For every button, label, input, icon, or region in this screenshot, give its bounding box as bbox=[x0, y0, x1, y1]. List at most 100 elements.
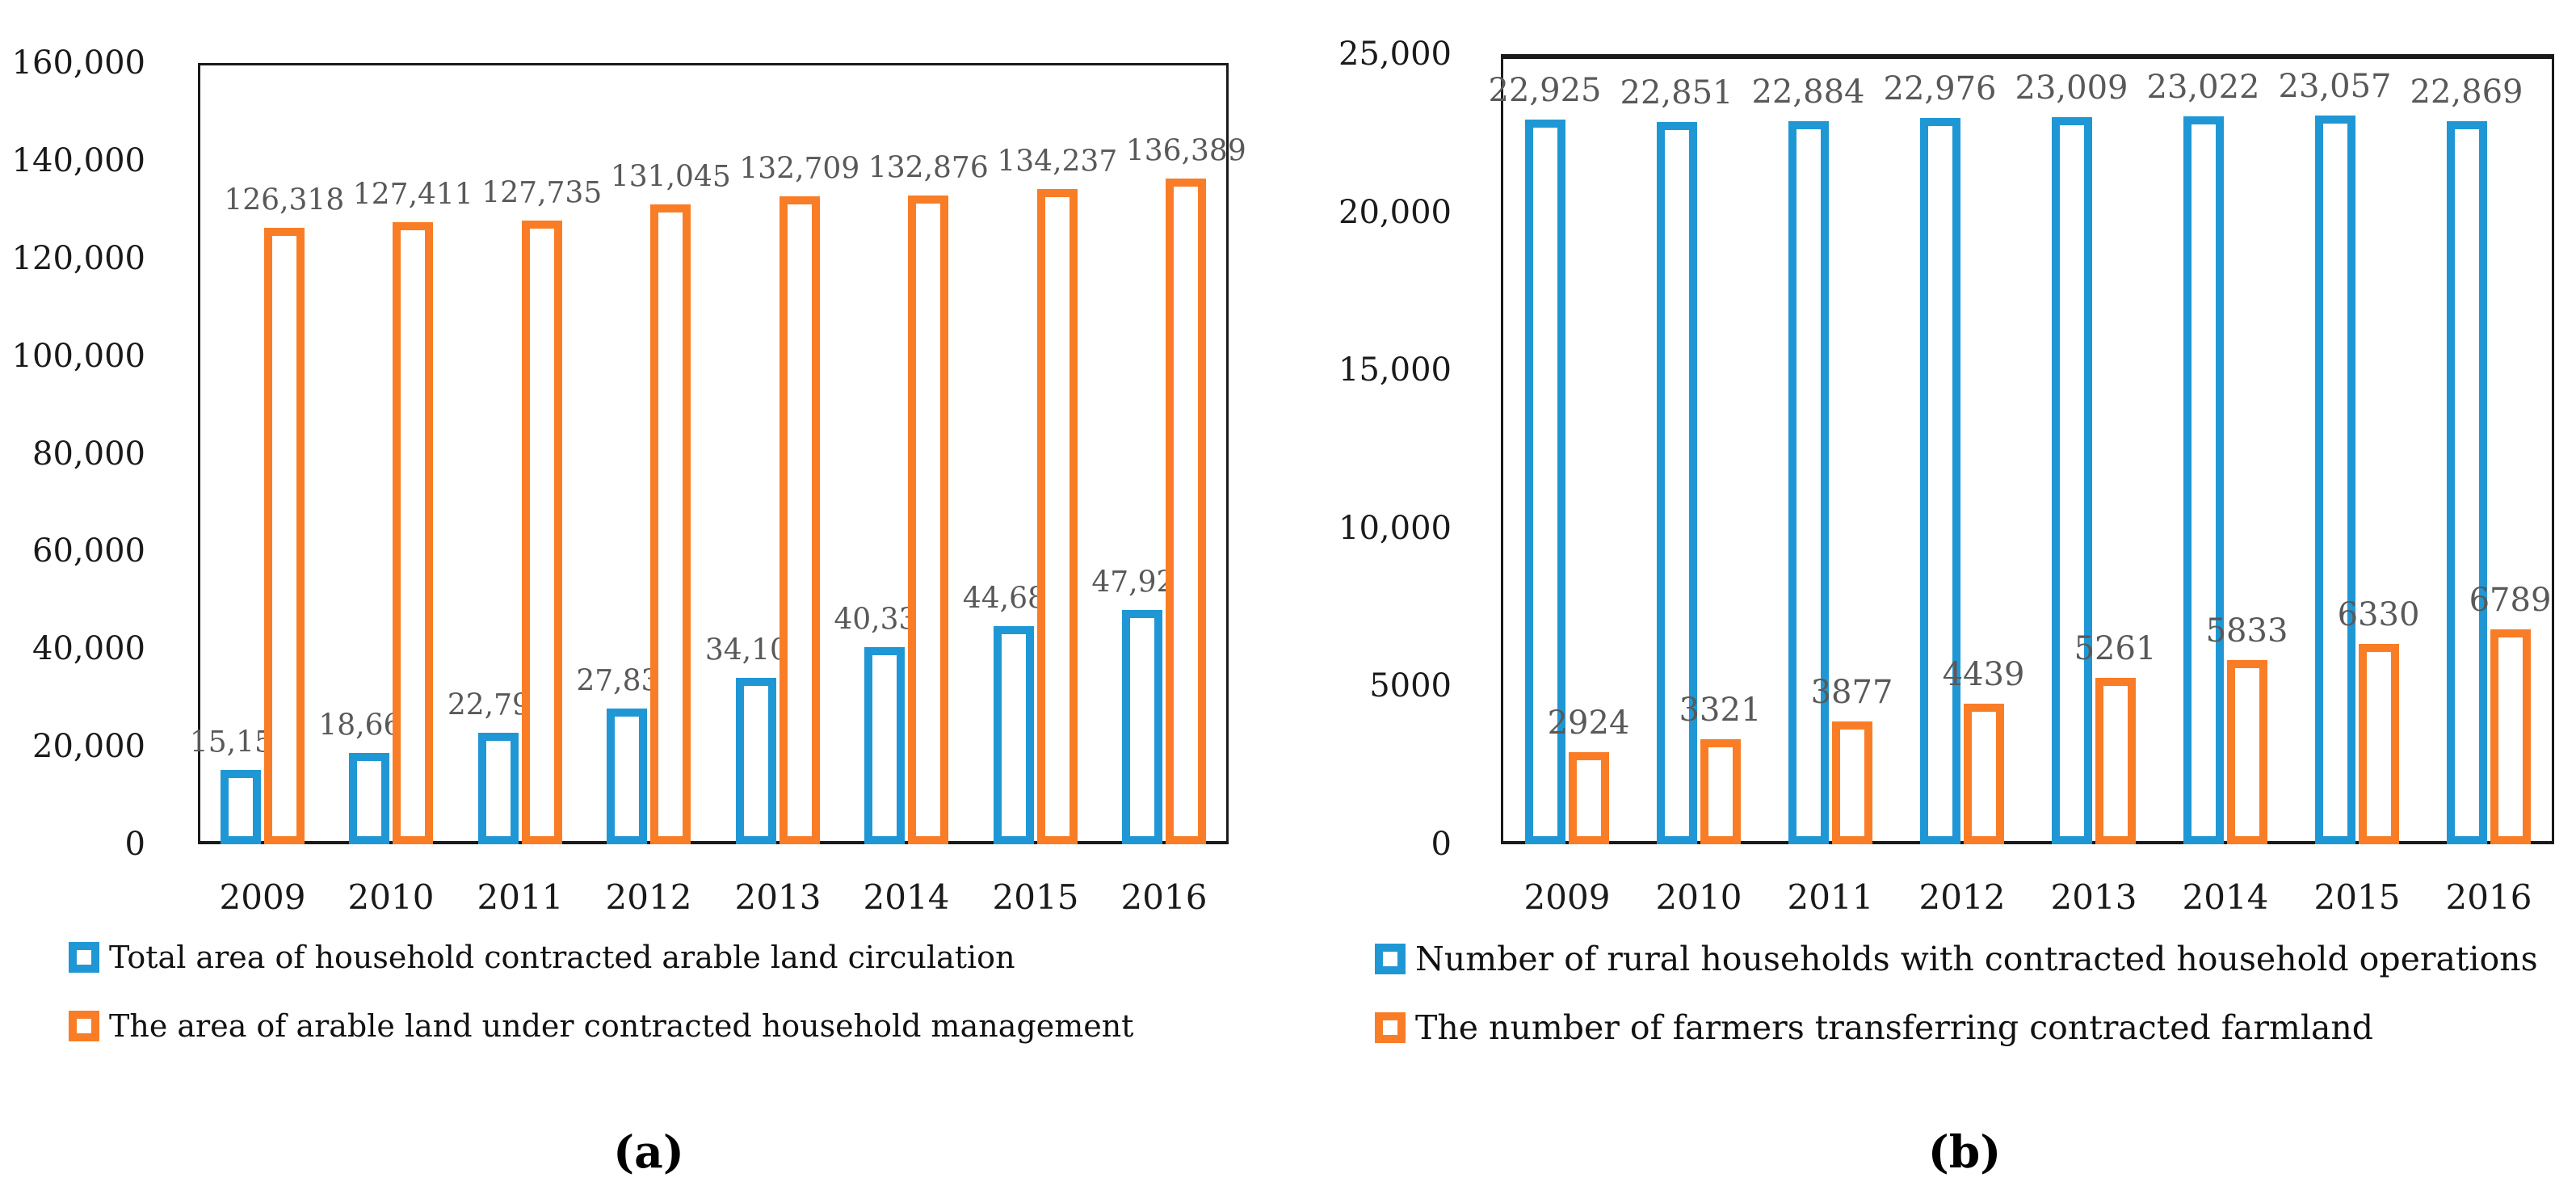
bar-orange-2016 bbox=[2490, 629, 2531, 844]
data-label-orange-2014: 5833 bbox=[2205, 612, 2288, 650]
y-tick-label: 60,000 bbox=[32, 532, 145, 570]
data-label-orange-2016: 136,389 bbox=[1125, 134, 1246, 168]
y-tick-label: 5000 bbox=[1369, 667, 1452, 704]
y-tick-label: 80,000 bbox=[32, 435, 145, 473]
data-label-orange-2011: 3877 bbox=[1810, 674, 1893, 712]
bar-blue-2014 bbox=[2183, 116, 2224, 844]
bar-blue-2013 bbox=[2051, 116, 2092, 844]
x-axis-year-label: 2013 bbox=[2050, 877, 2137, 917]
data-label-orange-2010: 127,411 bbox=[352, 178, 473, 212]
bar-blue-2015 bbox=[993, 625, 1034, 844]
legend-item-blue: Total area of household contracted arabl… bbox=[69, 940, 1015, 975]
bar-orange-2012 bbox=[650, 204, 691, 844]
bar-blue-2011 bbox=[477, 733, 519, 844]
legend-label: The number of farmers transferring contr… bbox=[1415, 1008, 2374, 1047]
bar-orange-2016 bbox=[1166, 178, 1207, 844]
x-axis-year-label: 2016 bbox=[2445, 877, 2532, 917]
legend-item-blue: Number of rural households with contract… bbox=[1375, 940, 2538, 978]
bar-orange-2012 bbox=[1963, 704, 2004, 844]
y-tick-label: 0 bbox=[124, 826, 145, 863]
legend-swatch-orange bbox=[69, 1011, 99, 1041]
data-label-blue-2011: 22,884 bbox=[1751, 73, 1865, 111]
y-tick-label: 100,000 bbox=[11, 338, 145, 375]
x-axis-year-label: 2010 bbox=[347, 877, 435, 917]
bar-orange-2011 bbox=[1831, 721, 1872, 844]
x-axis-year-label: 2011 bbox=[477, 877, 564, 917]
bar-orange-2010 bbox=[1700, 739, 1741, 844]
legend-swatch-blue bbox=[1375, 944, 1406, 974]
y-tick-label: 120,000 bbox=[11, 240, 145, 277]
legend-item-orange: The area of arable land under contracted… bbox=[69, 1008, 1133, 1044]
bar-orange-2015 bbox=[1036, 188, 1078, 844]
bar-orange-2013 bbox=[2095, 678, 2136, 844]
legend-label: Total area of household contracted arabl… bbox=[109, 940, 1015, 975]
bar-blue-2013 bbox=[735, 677, 776, 844]
y-tick-label: 0 bbox=[1431, 826, 1452, 863]
data-label-blue-2009: 22,925 bbox=[1488, 72, 1602, 110]
y-tick-label: 10,000 bbox=[1338, 510, 1452, 547]
bar-orange-2014 bbox=[2226, 659, 2267, 844]
bar-orange-2014 bbox=[908, 195, 949, 844]
y-tick-label: 140,000 bbox=[11, 142, 145, 179]
legend-swatch-blue bbox=[69, 942, 99, 973]
bar-blue-2014 bbox=[864, 647, 906, 844]
bar-orange-2010 bbox=[393, 222, 434, 844]
data-label-orange-2015: 6330 bbox=[2337, 596, 2420, 634]
bar-blue-2015 bbox=[2314, 116, 2355, 844]
legend-item-orange: The number of farmers transferring contr… bbox=[1375, 1008, 2373, 1047]
bar-blue-2012 bbox=[1919, 118, 1960, 844]
x-axis-year-label: 2010 bbox=[1655, 877, 1742, 917]
y-tick-label: 20,000 bbox=[32, 728, 145, 765]
x-axis-year-label: 2009 bbox=[1523, 877, 1611, 917]
y-tick-label: 20,000 bbox=[1338, 194, 1452, 231]
x-axis-year-label: 2011 bbox=[1787, 877, 1874, 917]
y-tick-label: 160,000 bbox=[11, 44, 145, 82]
data-label-orange-2012: 131,045 bbox=[610, 160, 731, 194]
data-label-orange-2009: 2924 bbox=[1547, 704, 1630, 742]
bar-blue-2009 bbox=[220, 770, 261, 844]
bar-blue-2016 bbox=[2446, 121, 2487, 844]
panel-a-caption: (a) bbox=[613, 1125, 684, 1178]
panel-b-caption: (b) bbox=[1927, 1125, 2002, 1178]
bar-blue-2009 bbox=[1524, 120, 1565, 844]
bar-blue-2011 bbox=[1788, 120, 1829, 844]
data-label-orange-2012: 4439 bbox=[1942, 656, 2025, 694]
x-axis-year-label: 2009 bbox=[219, 877, 306, 917]
x-axis-year-label: 2016 bbox=[1120, 877, 1208, 917]
data-label-blue-2013: 23,009 bbox=[2015, 69, 2128, 107]
legend-label: Number of rural households with contract… bbox=[1415, 940, 2538, 978]
bar-blue-2016 bbox=[1122, 610, 1163, 844]
x-axis-year-label: 2015 bbox=[2313, 877, 2401, 917]
data-label-blue-2016: 22,869 bbox=[2410, 74, 2523, 111]
data-label-orange-2016: 6789 bbox=[2469, 582, 2552, 620]
y-tick-label: 25,000 bbox=[1338, 36, 1452, 73]
data-label-orange-2010: 3321 bbox=[1679, 692, 1762, 730]
data-label-orange-2013: 5261 bbox=[2074, 630, 2157, 668]
data-label-orange-2013: 132,709 bbox=[739, 152, 860, 186]
y-tick-label: 40,000 bbox=[32, 630, 145, 667]
legend-label: The area of arable land under contracted… bbox=[109, 1008, 1134, 1044]
data-label-orange-2011: 127,735 bbox=[481, 176, 603, 210]
legend-swatch-orange bbox=[1375, 1012, 1406, 1043]
x-axis-year-label: 2014 bbox=[2182, 877, 2269, 917]
bar-orange-2009 bbox=[263, 227, 305, 844]
data-label-blue-2012: 22,976 bbox=[1883, 70, 1997, 108]
x-axis-year-label: 2012 bbox=[605, 877, 692, 917]
x-axis-year-label: 2015 bbox=[992, 877, 1079, 917]
x-axis-year-label: 2012 bbox=[1918, 877, 2006, 917]
bar-blue-2012 bbox=[607, 708, 648, 844]
bar-blue-2010 bbox=[349, 753, 390, 844]
x-axis-year-label: 2014 bbox=[863, 877, 950, 917]
bar-orange-2013 bbox=[779, 196, 820, 844]
bar-orange-2015 bbox=[2358, 644, 2399, 844]
y-tick-label: 15,000 bbox=[1338, 351, 1452, 389]
bar-orange-2011 bbox=[521, 221, 562, 844]
x-axis-year-label: 2013 bbox=[734, 877, 822, 917]
data-label-orange-2015: 134,237 bbox=[997, 145, 1118, 179]
data-label-blue-2014: 23,022 bbox=[2146, 69, 2260, 107]
bar-orange-2009 bbox=[1568, 751, 1609, 844]
data-label-orange-2014: 132,876 bbox=[868, 151, 989, 185]
data-label-orange-2009: 126,318 bbox=[224, 183, 345, 217]
data-label-blue-2010: 22,851 bbox=[1620, 74, 1733, 112]
